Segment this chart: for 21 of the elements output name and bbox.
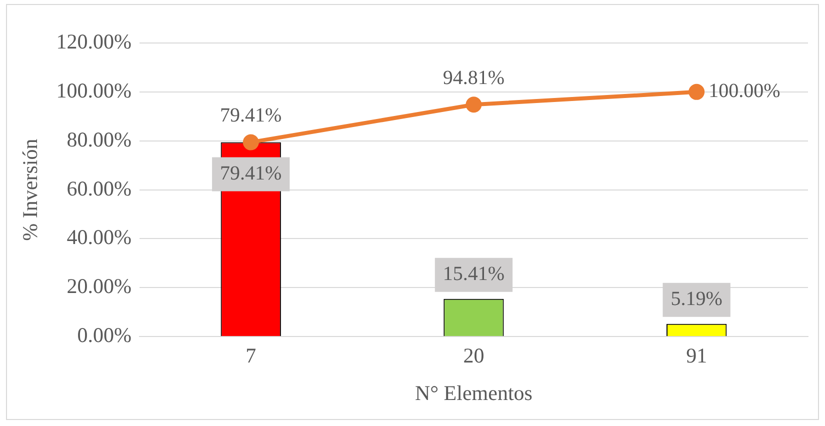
y-tick-label: 80.00%: [66, 127, 132, 152]
x-tick-label: 20: [463, 344, 484, 368]
point: [466, 96, 482, 113]
data-label: 79.41%: [220, 162, 282, 185]
y-tick-label: 120.00%: [56, 30, 132, 54]
data-label: 79.41%: [220, 104, 282, 127]
x-axis-title: N° Elementos: [414, 380, 532, 405]
data-label: 94.81%: [442, 66, 505, 89]
point: [242, 134, 259, 150]
x-tick-label: 91: [686, 344, 708, 368]
data-label: 15.41%: [442, 263, 505, 286]
data-label: 100.00%: [708, 80, 780, 102]
y-tick-label: 0.00%: [77, 323, 132, 348]
data-label: 5.19%: [670, 288, 722, 310]
y-tick-label: 20.00%: [66, 274, 132, 298]
y-axis-title: % Inversión: [18, 138, 42, 241]
y-tick-label: 40.00%: [66, 225, 132, 250]
y-tick-label: 100.00%: [56, 78, 132, 102]
y-tick-label: 60.00%: [66, 176, 132, 200]
point: [688, 84, 705, 100]
x-tick-label: 7: [246, 344, 256, 368]
